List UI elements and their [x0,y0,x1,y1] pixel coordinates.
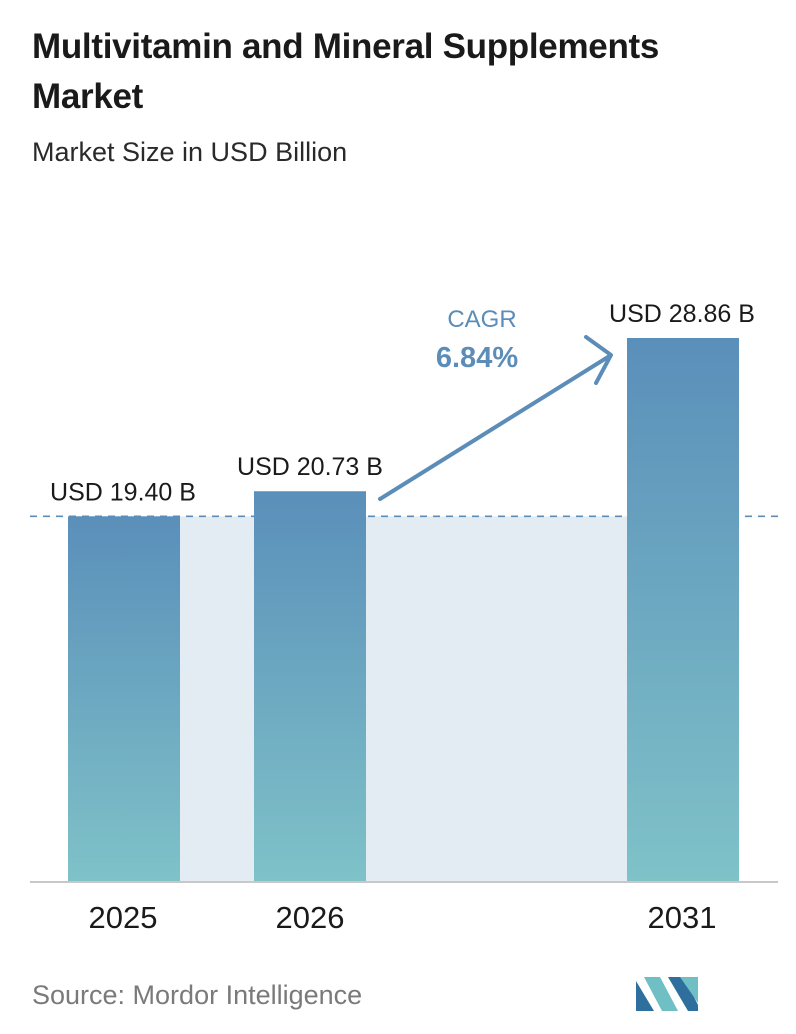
bar-2026 [254,491,366,882]
value-label-2025: USD 19.40 B [50,478,196,506]
bar-2025 [68,516,180,882]
cagr-value: 6.84% [436,342,518,374]
value-label-2031: USD 28.86 B [609,300,755,328]
x-tick-label-2026: 2026 [276,900,345,935]
x-tick-label-2025: 2025 [89,900,158,935]
mordor-intelligence-logo-icon [636,977,698,1011]
cagr-label: CAGR [447,306,516,333]
chart-title: Multivitamin and Mineral Supplements Mar… [32,27,660,116]
cagr-arrow-line [378,355,610,501]
chart-subtitle: Market Size in USD Billion [32,137,348,167]
x-tick-label-2031: 2031 [648,900,717,935]
cagr-arrow-head [584,335,613,385]
source-footer: Source: Mordor Intelligence [32,980,363,1010]
bar-2031 [627,338,739,882]
value-label-2026: USD 20.73 B [237,453,383,481]
